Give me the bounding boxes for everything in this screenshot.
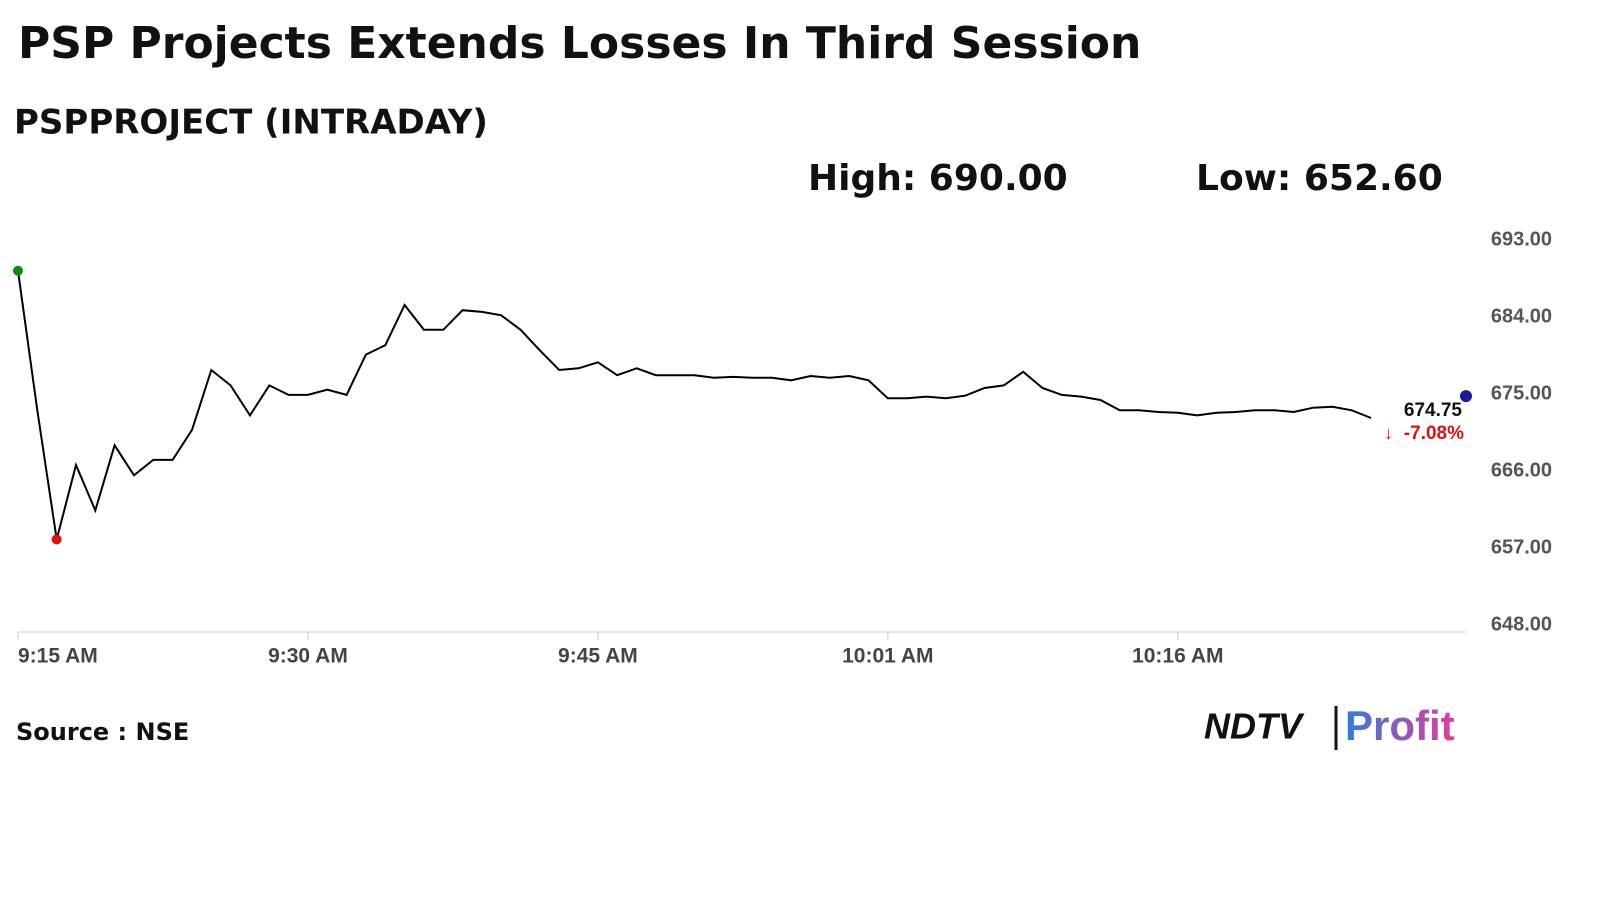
y-tick-label: 666.00 bbox=[1491, 459, 1552, 481]
low-dot bbox=[51, 534, 62, 545]
x-tick-label: 10:01 AM bbox=[842, 645, 933, 668]
y-tick-label: 648.00 bbox=[1491, 613, 1552, 635]
x-tick-label: 9:15 AM bbox=[18, 645, 98, 668]
last-price-dot bbox=[1460, 390, 1472, 403]
chart-subtitle: PSPPROJECT (INTRADAY) bbox=[14, 103, 488, 143]
y-tick-label: 675.00 bbox=[1491, 382, 1552, 404]
chart-title: PSP Projects Extends Losses In Third Ses… bbox=[18, 18, 1141, 69]
x-tick-label: 10:16 AM bbox=[1132, 645, 1223, 668]
change-arrow: ↓ bbox=[1384, 423, 1393, 443]
x-tick-label: 9:30 AM bbox=[268, 645, 348, 668]
y-tick-label: 684.00 bbox=[1491, 305, 1552, 327]
start-dot bbox=[13, 265, 23, 276]
high-label: High: 690.00 bbox=[808, 158, 1068, 199]
source: Source : NSE bbox=[16, 718, 189, 746]
y-tick-label: 657.00 bbox=[1491, 536, 1552, 558]
last-price-label: 674.75 bbox=[1404, 400, 1463, 421]
low-label: Low: 652.60 bbox=[1196, 158, 1443, 199]
logo-ndtv: NDTV bbox=[1204, 706, 1305, 747]
change-label: -7.08% bbox=[1404, 423, 1464, 444]
logo-profit: Profit bbox=[1345, 702, 1455, 749]
y-tick-label: 693.00 bbox=[1491, 228, 1552, 250]
price-line bbox=[17, 270, 1372, 540]
x-tick-label: 9:45 AM bbox=[558, 645, 638, 668]
